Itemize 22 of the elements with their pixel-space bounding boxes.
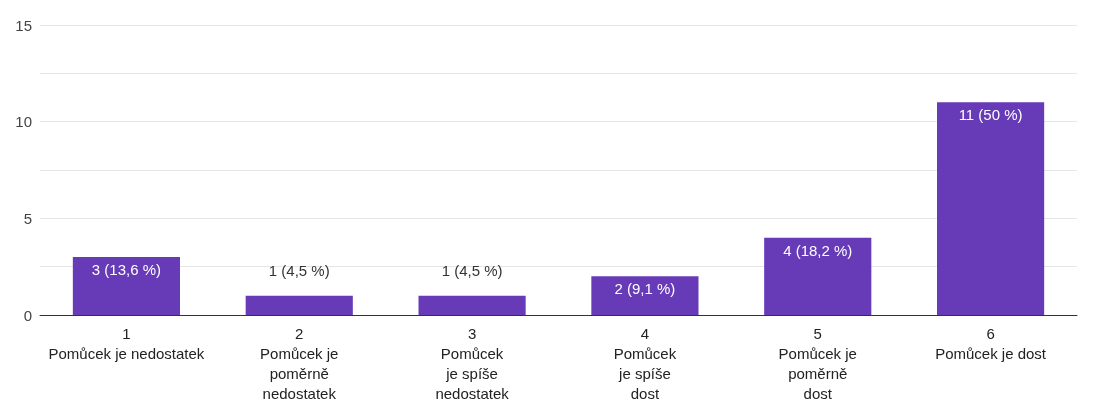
x-tick-label: 2 Pomůcek je poměrně nedostatek	[260, 324, 339, 402]
bar	[72, 257, 180, 315]
bar	[245, 295, 353, 315]
data-label: 2 (9,1 %)	[614, 280, 676, 298]
x-tick-label: 1 Pomůcek je nedostatek	[48, 324, 205, 362]
x-tick-label: 6 Pomůcek je dost	[935, 324, 1047, 362]
bar	[591, 276, 699, 315]
bar	[764, 237, 872, 315]
y-tick-label: 5	[23, 209, 32, 227]
y-tick-label: 0	[23, 306, 32, 324]
x-tick-label: 3 Pomůcek je spíše nedostatek	[435, 324, 510, 402]
y-tick-label: 10	[15, 113, 32, 131]
data-label: 1 (4,5 %)	[268, 261, 330, 279]
data-label: 1 (4,5 %)	[441, 261, 503, 279]
bar	[937, 102, 1045, 315]
data-label: 3 (13,6 %)	[91, 261, 162, 278]
y-tick-label: 15	[15, 16, 32, 34]
bar	[418, 295, 526, 315]
x-tick-label: 5 Pomůcek je poměrně dost	[778, 324, 857, 402]
data-label: 4 (18,2 %)	[783, 241, 853, 259]
data-label: 11 (50 %)	[958, 106, 1023, 124]
x-tick-label: 4 Pomůcek je spíše dost	[613, 324, 677, 402]
